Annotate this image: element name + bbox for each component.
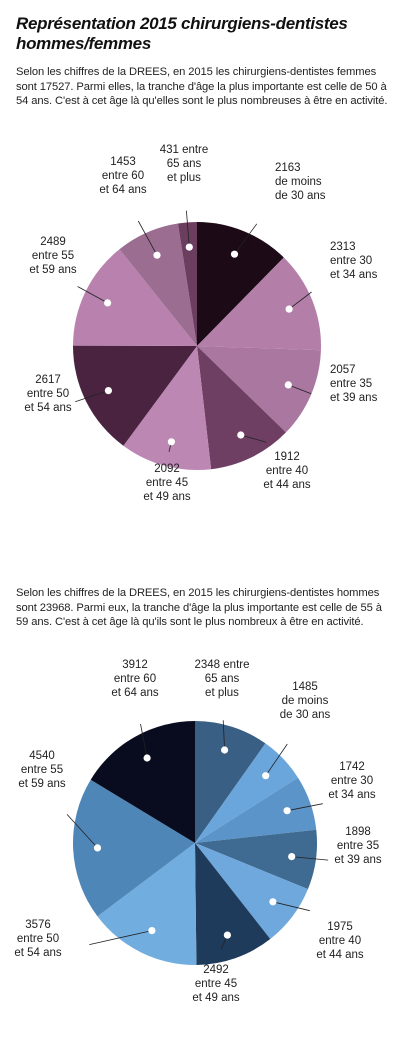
women-pie-slice-4 (123, 346, 212, 470)
women-slice-dot-4 (167, 438, 175, 446)
women-pie-slice-7 (119, 223, 197, 346)
women-slice-dot-2 (284, 381, 292, 389)
women-pie-slice-6 (73, 249, 197, 346)
men-pie-slice-5 (195, 843, 271, 965)
men-slice-label-7: 4540 entre 55 et 59 ans (18, 750, 66, 790)
women-slice-label-0: 2163 de moins de 30 ans (275, 162, 326, 202)
men-leader-line-3 (291, 856, 329, 861)
men-slice-dot-4 (269, 898, 277, 906)
women-slice-label-7: 1453 entre 60 et 64 ans (99, 156, 147, 196)
women-pie-slice-1 (197, 257, 322, 351)
men-pie-slice-3 (195, 829, 317, 890)
pie-chart-men: 2348 entre 65 ans et plus 1485 de moins de 30… (14, 659, 382, 1004)
women-leader-line-0 (234, 223, 258, 255)
women-slice-dot-6 (104, 299, 112, 307)
men-leader-line-7 (66, 814, 98, 849)
men-slice-label-0: 2348 entre 65 ans et plus (195, 659, 250, 699)
men-leader-line-0 (222, 720, 225, 751)
women-pie-slice-0 (197, 222, 284, 346)
men-slice-dot-2 (283, 807, 291, 815)
men-slice-dot-3 (288, 853, 296, 861)
men-slice-label-4: 1975 entre 40 et 44 ans (316, 921, 364, 961)
women-pie-slice-5 (72, 345, 197, 446)
women-slice-dot-7 (153, 251, 161, 259)
men-pie-slice-8 (90, 721, 195, 843)
women-pie-slice-8 (177, 222, 197, 346)
men-slice-dot-0 (221, 746, 229, 754)
women-leader-line-7 (137, 220, 158, 256)
women-pie-slice-2 (197, 346, 321, 433)
men-pie-slice-6 (97, 843, 197, 965)
men-pie-slice-1 (195, 743, 298, 843)
women-leader-line-3 (240, 434, 267, 443)
men-slice-dot-1 (262, 772, 270, 780)
men-slice-label-6: 3576 entre 50 et 54 ans (14, 919, 62, 959)
men-slice-label-5: 2492 entre 45 et 49 ans (192, 964, 240, 1004)
men-slice-label-3: 1898 entre 35 et 39 ans (334, 826, 382, 866)
men-leader-line-6 (89, 930, 152, 945)
women-leader-line-1 (288, 291, 312, 310)
women-slice-label-4: 2092 entre 45 et 49 ans (143, 463, 191, 503)
page-title: Représentation 2015 chirurgiens-dentiste… (16, 14, 348, 53)
men-slice-label-8: 3912 entre 60 et 64 ans (111, 659, 159, 699)
women-slice-dot-0 (230, 250, 239, 258)
men-slice-dot-7 (93, 844, 102, 852)
women-leader-line-5 (75, 390, 109, 403)
women-slice-label-5: 2617 entre 50 et 54 ans (24, 374, 72, 414)
men-pie-slice-2 (195, 777, 317, 843)
women-slice-dot-3 (237, 431, 245, 439)
women-slice-label-1: 2313 entre 30 et 34 ans (330, 241, 378, 281)
men-description: Selon les chiffres de la DREES, en 2015 … (16, 587, 382, 629)
men-leader-line-8 (140, 723, 148, 759)
women-slice-label-2: 2057 entre 35 et 39 ans (330, 364, 378, 404)
men-slice-dot-5 (223, 931, 231, 939)
women-leader-line-6 (77, 286, 108, 304)
women-slice-dot-5 (104, 387, 112, 395)
women-description: Selon les chiffres de la DREES, en 2015 … (16, 66, 388, 108)
women-leader-line-2 (288, 384, 312, 395)
men-leader-line-1 (265, 743, 288, 776)
men-slice-dot-6 (148, 927, 156, 935)
men-pie-slice-0 (195, 721, 266, 843)
women-slice-label-6: 2489 entre 55 et 59 ans (29, 236, 77, 276)
men-slice-label-1: 1485 de moins de 30 ans (280, 681, 331, 721)
women-slice-label-3: 1912 entre 40 et 44 ans (263, 451, 311, 491)
women-slice-dot-1 (285, 305, 293, 313)
men-pie-slice-7 (72, 779, 195, 917)
men-slice-label-2: 1742 entre 30 et 34 ans (328, 761, 376, 801)
men-slice-dot-8 (143, 754, 151, 762)
men-pie-slice-4 (195, 843, 308, 940)
women-slice-dot-8 (185, 243, 193, 251)
women-pie-slice-3 (197, 346, 286, 470)
women-leader-line-8 (186, 210, 190, 248)
men-leader-line-2 (287, 803, 323, 812)
men-leader-line-4 (272, 901, 310, 912)
women-slice-label-8: 431 entre 65 ans et plus (160, 144, 209, 184)
